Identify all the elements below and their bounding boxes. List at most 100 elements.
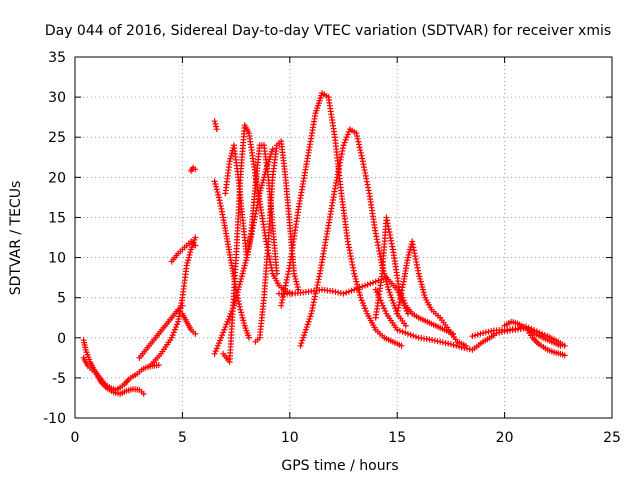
y-tick-label: 30 bbox=[48, 90, 66, 106]
data-point bbox=[421, 291, 428, 298]
data-point bbox=[236, 300, 243, 307]
data-point bbox=[284, 271, 291, 278]
data-points bbox=[80, 90, 568, 397]
data-point bbox=[357, 149, 364, 156]
data-point bbox=[168, 334, 175, 341]
data-point bbox=[442, 339, 449, 346]
data-point bbox=[224, 318, 231, 325]
data-point bbox=[309, 304, 316, 311]
data-point bbox=[385, 286, 392, 293]
data-point bbox=[240, 265, 247, 272]
data-point bbox=[384, 283, 391, 290]
data-point bbox=[480, 329, 487, 336]
data-point bbox=[469, 333, 476, 340]
data-point bbox=[372, 278, 379, 285]
data-point bbox=[340, 290, 347, 297]
data-point bbox=[402, 305, 409, 312]
data-point bbox=[353, 130, 360, 137]
series-track-f-descend-from-5h bbox=[175, 306, 199, 337]
data-point bbox=[417, 278, 424, 285]
data-point bbox=[218, 205, 225, 212]
data-point bbox=[240, 267, 247, 274]
y-tick-label: -10 bbox=[43, 411, 66, 427]
data-point bbox=[311, 296, 318, 303]
data-point bbox=[299, 337, 306, 344]
data-point bbox=[388, 294, 395, 301]
data-point bbox=[400, 300, 407, 307]
data-point bbox=[335, 289, 342, 296]
data-point bbox=[293, 278, 300, 285]
data-point bbox=[375, 291, 382, 298]
data-point bbox=[395, 289, 402, 296]
axis-ticks: 0 5 10 15 20 25 -10 -5 0 5 10 15 20 25 30 35 bbox=[43, 50, 621, 446]
data-point bbox=[407, 246, 414, 253]
data-point bbox=[354, 135, 361, 142]
data-point bbox=[291, 273, 298, 280]
data-point bbox=[245, 334, 252, 341]
data-point bbox=[417, 275, 424, 282]
series-track-j-descent-14-18 bbox=[372, 286, 497, 353]
data-point bbox=[214, 189, 221, 196]
data-point bbox=[434, 338, 441, 345]
y-tick-label: 10 bbox=[48, 251, 66, 267]
data-point bbox=[307, 313, 314, 320]
data-point bbox=[273, 270, 280, 277]
data-point bbox=[377, 297, 384, 304]
data-point bbox=[192, 330, 199, 337]
series-track-b-lower-dip bbox=[80, 354, 147, 397]
series-track-i-mid-flat bbox=[276, 274, 411, 317]
series-track-e-plateau bbox=[168, 238, 199, 265]
data-point bbox=[345, 288, 352, 295]
data-point bbox=[394, 326, 401, 333]
series-track-g-6-5h-fall bbox=[211, 178, 252, 341]
data-point bbox=[215, 194, 222, 201]
data-point bbox=[218, 208, 225, 215]
data-point bbox=[222, 324, 229, 331]
data-point bbox=[212, 120, 219, 127]
data-point bbox=[378, 300, 385, 307]
data-point bbox=[431, 337, 438, 344]
data-point bbox=[407, 331, 414, 338]
data-point bbox=[286, 265, 293, 272]
data-point bbox=[294, 283, 301, 290]
data-point bbox=[359, 300, 366, 307]
data-point bbox=[485, 328, 492, 335]
data-point bbox=[461, 345, 468, 352]
data-point bbox=[363, 308, 370, 315]
data-point bbox=[359, 155, 366, 162]
data-point bbox=[354, 133, 361, 140]
data-point bbox=[211, 350, 218, 357]
data-point bbox=[213, 123, 220, 130]
data-point bbox=[482, 329, 489, 336]
data-point bbox=[183, 262, 190, 269]
data-point bbox=[376, 294, 383, 301]
data-point bbox=[372, 286, 379, 293]
data-point bbox=[169, 332, 176, 339]
data-point bbox=[297, 342, 304, 349]
data-point bbox=[419, 283, 426, 290]
data-point bbox=[235, 286, 242, 293]
data-point bbox=[420, 289, 427, 296]
data-point bbox=[458, 344, 465, 351]
data-point bbox=[337, 290, 344, 297]
data-point bbox=[359, 283, 366, 290]
data-point bbox=[402, 322, 409, 329]
y-tick-label: -5 bbox=[52, 371, 66, 387]
data-point bbox=[412, 333, 419, 340]
data-point bbox=[356, 144, 363, 151]
data-point bbox=[279, 296, 286, 303]
data-point bbox=[223, 321, 230, 328]
data-point bbox=[281, 285, 288, 292]
data-point bbox=[402, 329, 409, 336]
data-point bbox=[401, 302, 408, 309]
data-point bbox=[466, 346, 473, 353]
data-point bbox=[404, 310, 411, 317]
data-point bbox=[258, 185, 265, 192]
data-point bbox=[258, 182, 265, 189]
data-point bbox=[378, 276, 385, 283]
data-point bbox=[238, 273, 245, 280]
y-axis-label: SDTVAR / TECUs bbox=[8, 181, 24, 296]
data-point bbox=[293, 281, 300, 288]
data-point bbox=[418, 281, 425, 288]
